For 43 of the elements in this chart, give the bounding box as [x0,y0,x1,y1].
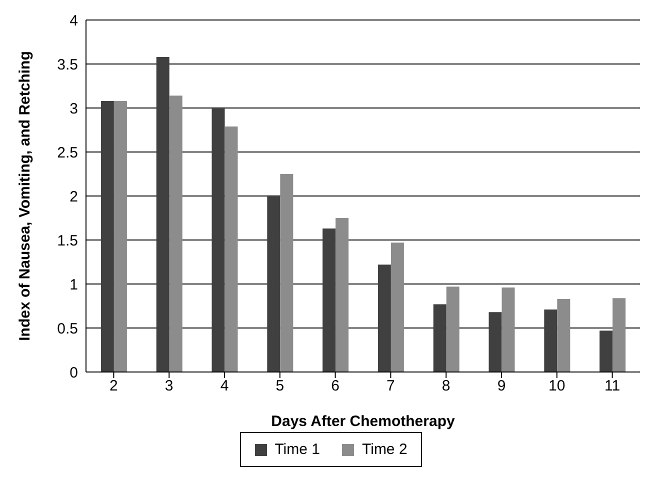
bar [156,56,170,372]
x-axis-title: Days After Chemotherapy [271,413,456,430]
y-tick-label: 3.5 [57,56,78,74]
bar [280,174,294,372]
bar [378,264,391,372]
x-tick-label: 11 [604,378,620,395]
y-tick-label: 4 [70,12,78,30]
bar [557,298,570,372]
legend-label: Time 2 [361,441,408,458]
x-tick-label: 6 [331,378,340,395]
bar [114,100,127,372]
x-tick-label: 4 [220,378,229,395]
x-tick-label: 7 [386,378,395,395]
y-tick-label: 0 [70,364,78,382]
bar [224,126,238,372]
y-tick-label: 1 [70,276,78,294]
x-tick-label: 10 [548,378,566,395]
bar [446,286,460,372]
bar [100,100,114,372]
bar [322,228,336,372]
bar [212,108,225,372]
x-tick-label: 8 [442,378,450,395]
bar [544,310,558,372]
y-tick-label: 2.5 [57,144,78,162]
bar [600,330,613,372]
bar [488,312,502,372]
y-tick-label: 2 [70,188,78,206]
y-tick-label: 1.5 [57,232,78,250]
bar [433,304,446,372]
bar [169,96,182,372]
y-tick-label: 3 [70,100,78,118]
x-tick-label: 2 [110,378,118,395]
legend-label: Time 1 [274,441,320,458]
bar [502,288,515,372]
x-tick-label: 3 [164,378,174,395]
y-tick-label: 0.5 [57,320,78,338]
x-tick-label: 9 [497,378,506,395]
bar [267,196,280,372]
bar [390,242,404,372]
bar [612,298,626,372]
y-axis-title: Index of Nausea, Vomiting, and Retching [16,51,34,341]
x-tick-label: 5 [276,378,284,395]
bar [336,218,349,372]
